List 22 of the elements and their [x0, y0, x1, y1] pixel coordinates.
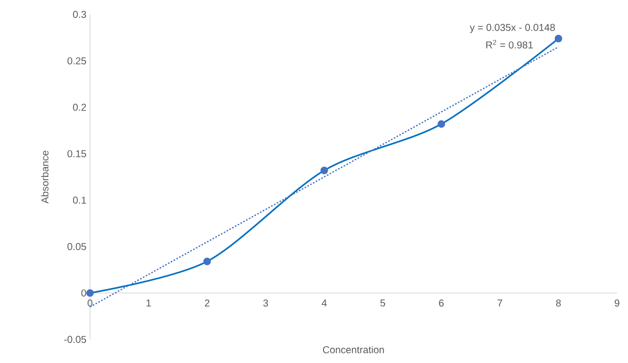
y-tick-label: 0.1 [73, 196, 86, 204]
y-tick-label: 0.15 [67, 150, 86, 158]
x-tick-label: 2 [204, 300, 210, 306]
x-tick-label: 6 [439, 300, 444, 307]
x-tick-label: 8 [556, 300, 561, 307]
annotation: R$^{2}$ = 0.981 [486, 40, 533, 48]
y-tick-label: 0 [81, 289, 86, 297]
x-tick-label: 3 [263, 300, 268, 307]
y-tick-label: -0.05 [64, 336, 86, 343]
x-axis-title: Concentration [322, 346, 384, 354]
y-tick-label: 0.25 [67, 57, 86, 64]
y-tick-label: 0.05 [67, 243, 86, 250]
x-tick-label: 7 [498, 300, 502, 306]
x-tick-label: 9 [614, 300, 620, 307]
annotation: y = 0.035x - 0.0148 [470, 24, 555, 33]
y-tick-label: 0.2 [73, 104, 86, 111]
y-tick-label: 0.3 [73, 10, 86, 18]
x-tick-label: 0 [88, 300, 92, 307]
x-tick-label: 4 [322, 300, 327, 306]
x-tick-label: 5 [380, 300, 386, 306]
x-tick-label: 1 [146, 300, 151, 306]
y-axis-title: Absorbance [41, 150, 48, 204]
